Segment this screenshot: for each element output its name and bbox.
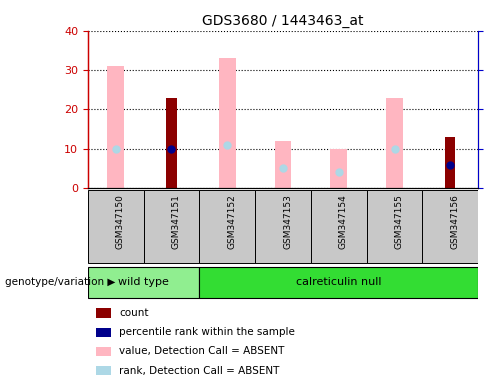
Bar [275, 141, 291, 188]
Bar [311, 190, 366, 263]
Text: GSM347150: GSM347150 [116, 194, 125, 249]
Text: GSM347154: GSM347154 [339, 194, 348, 249]
Text: GSM347152: GSM347152 [227, 194, 236, 249]
Bar [366, 190, 423, 263]
Bar [446, 137, 455, 188]
Text: percentile rank within the sample: percentile rank within the sample [119, 327, 295, 337]
Bar [96, 347, 111, 356]
Bar [88, 267, 200, 298]
Text: GSM347156: GSM347156 [450, 194, 459, 249]
Bar [96, 328, 111, 337]
Bar [96, 308, 111, 318]
Bar [386, 98, 403, 188]
Text: wild type: wild type [118, 277, 169, 287]
Bar [88, 190, 143, 263]
Bar [255, 190, 311, 263]
Bar [166, 98, 177, 188]
Title: GDS3680 / 1443463_at: GDS3680 / 1443463_at [203, 14, 364, 28]
Text: calreticulin null: calreticulin null [296, 277, 382, 287]
Text: rank, Detection Call = ABSENT: rank, Detection Call = ABSENT [119, 366, 280, 376]
Text: GSM347155: GSM347155 [395, 194, 404, 249]
Bar [423, 190, 478, 263]
Text: genotype/variation ▶: genotype/variation ▶ [5, 277, 115, 287]
Bar [143, 190, 200, 263]
Text: count: count [119, 308, 148, 318]
Bar [330, 149, 347, 188]
Bar [200, 267, 478, 298]
Text: value, Detection Call = ABSENT: value, Detection Call = ABSENT [119, 346, 285, 356]
Bar [96, 366, 111, 375]
Text: GSM347151: GSM347151 [171, 194, 181, 249]
Text: GSM347153: GSM347153 [283, 194, 292, 249]
Bar [219, 58, 236, 188]
Bar [200, 190, 255, 263]
Bar [107, 66, 124, 188]
